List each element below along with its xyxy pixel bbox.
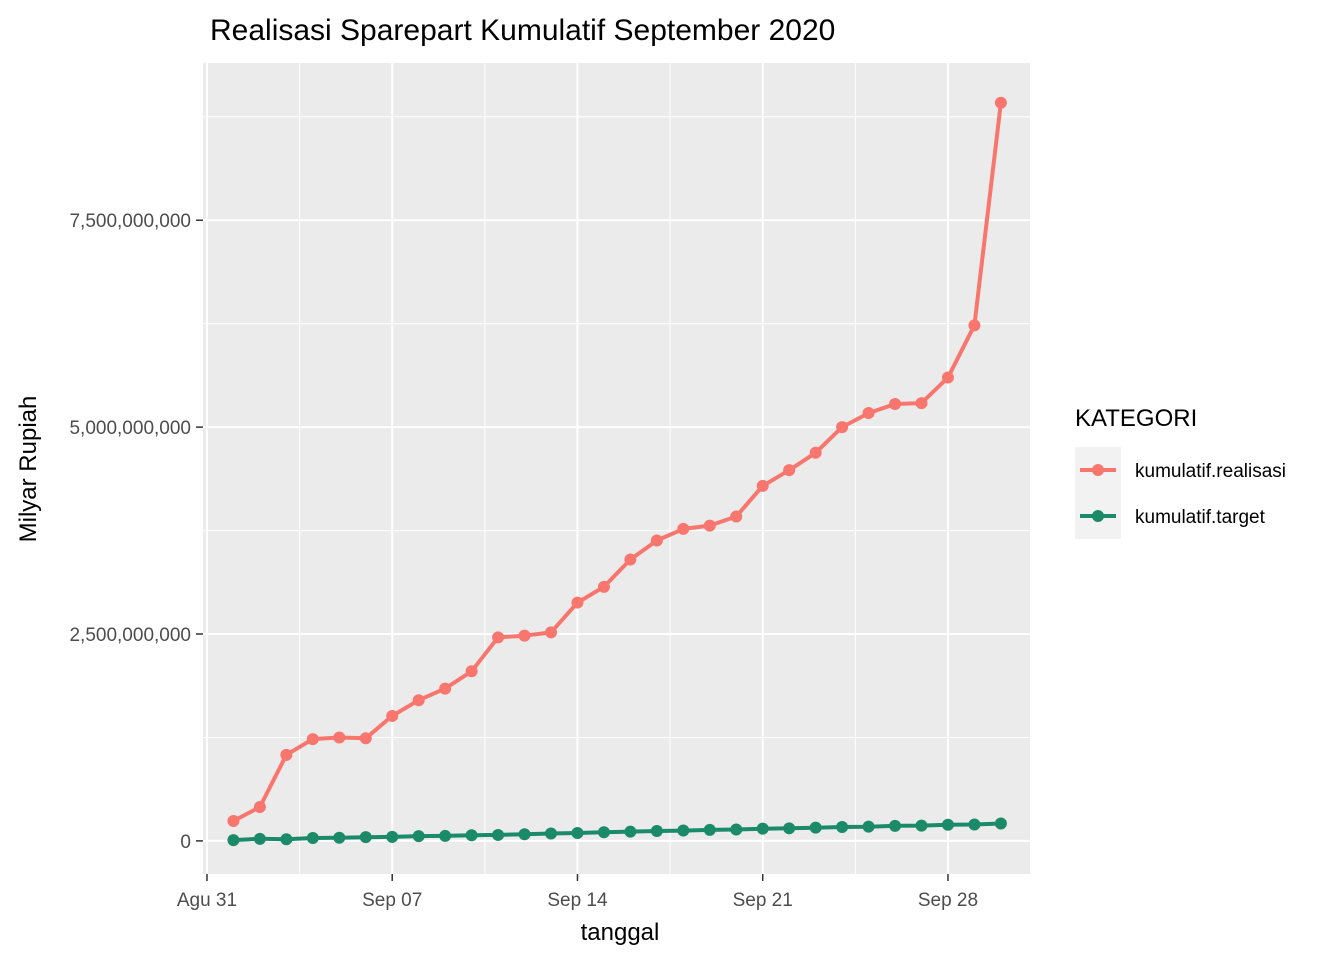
data-point-kumulatif.target (545, 827, 558, 840)
data-point-kumulatif.target (862, 820, 875, 833)
data-point-kumulatif.target (756, 822, 769, 835)
x-axis: Agu 31 Sep 07 Sep 14 Sep 21 Sep 28 (177, 874, 978, 911)
data-point-kumulatif.target (253, 832, 266, 845)
data-point-kumulatif.target (333, 831, 346, 844)
data-point-kumulatif.realisasi (465, 665, 478, 678)
data-point-kumulatif.realisasi (703, 519, 716, 532)
data-point-kumulatif.target (650, 824, 663, 837)
data-point-kumulatif.target (677, 824, 690, 837)
x-tick-label: Sep 28 (918, 890, 978, 911)
data-point-kumulatif.realisasi (915, 397, 928, 410)
data-point-kumulatif.realisasi (624, 553, 637, 566)
y-tick-label: 7,500,000,000 (69, 211, 191, 232)
data-point-kumulatif.realisasi (280, 748, 293, 761)
data-point-kumulatif.realisasi (730, 510, 743, 523)
data-point-kumulatif.target (809, 821, 822, 834)
data-point-kumulatif.realisasi (412, 694, 425, 707)
data-point-kumulatif.realisasi (386, 709, 399, 722)
data-point-kumulatif.realisasi (941, 371, 954, 384)
data-point-kumulatif.target (941, 818, 954, 831)
data-point-kumulatif.realisasi (968, 319, 981, 332)
x-tick-label: Sep 21 (733, 890, 793, 911)
data-point-kumulatif.target (306, 832, 319, 845)
data-point-kumulatif.realisasi (492, 631, 505, 644)
data-point-kumulatif.realisasi (836, 421, 849, 434)
minor-gridlines (203, 63, 1030, 874)
data-point-kumulatif.target (518, 828, 531, 841)
data-point-kumulatif.realisasi (783, 464, 796, 477)
major-gridlines (203, 63, 1030, 874)
data-point-kumulatif.target (836, 820, 849, 833)
legend: KATEGORI kumulatif.realisasi kumulatif.ta… (1075, 405, 1286, 539)
y-axis: 0 2,500,000,000 5,000,000,000 7,500,000,000 (69, 211, 203, 853)
data-point-kumulatif.target (227, 834, 240, 847)
data-point-kumulatif.realisasi (439, 682, 452, 695)
data-point-kumulatif.realisasi (253, 800, 266, 813)
legend-key-point (1092, 510, 1104, 522)
chart-title: Realisasi Sparepart Kumulatif September … (210, 14, 835, 47)
x-axis-title: tanggal (581, 919, 660, 946)
data-point-kumulatif.target (994, 817, 1007, 830)
data-point-kumulatif.realisasi (809, 446, 822, 459)
data-point-kumulatif.target (915, 819, 928, 832)
data-point-kumulatif.realisasi (889, 397, 902, 410)
legend-key-point (1092, 464, 1104, 476)
data-point-kumulatif.realisasi (545, 626, 558, 639)
data-point-kumulatif.target (439, 829, 452, 842)
legend-label: kumulatif.realisasi (1135, 461, 1286, 482)
data-point-kumulatif.target (492, 828, 505, 841)
data-point-kumulatif.realisasi (359, 732, 372, 745)
legend-title: KATEGORI (1075, 405, 1197, 432)
legend-label: kumulatif.target (1135, 507, 1266, 528)
data-point-kumulatif.target (386, 830, 399, 843)
y-tick-label: 5,000,000,000 (69, 418, 191, 439)
plot-panel (203, 63, 1030, 874)
data-point-kumulatif.realisasi (756, 479, 769, 492)
data-point-kumulatif.target (465, 829, 478, 842)
y-tick-label: 0 (180, 832, 191, 853)
data-point-kumulatif.realisasi (333, 731, 346, 744)
data-point-kumulatif.target (783, 822, 796, 835)
data-point-kumulatif.realisasi (677, 522, 690, 535)
data-point-kumulatif.target (968, 818, 981, 831)
data-point-kumulatif.target (624, 825, 637, 838)
data-point-kumulatif.target (703, 823, 716, 836)
y-axis-title: Milyar Rupiah (15, 396, 42, 543)
data-point-kumulatif.target (571, 827, 584, 840)
data-point-kumulatif.target (730, 823, 743, 836)
data-point-kumulatif.realisasi (994, 96, 1007, 109)
x-tick-label: Agu 31 (177, 890, 237, 911)
data-point-kumulatif.target (889, 819, 902, 832)
data-point-kumulatif.realisasi (862, 407, 875, 420)
data-point-kumulatif.realisasi (650, 534, 663, 547)
data-point-kumulatif.realisasi (597, 580, 610, 593)
data-point-kumulatif.realisasi (571, 596, 584, 609)
data-point-kumulatif.target (359, 831, 372, 844)
data-point-kumulatif.target (412, 830, 425, 843)
y-tick-label: 2,500,000,000 (69, 625, 191, 646)
x-tick-label: Sep 14 (547, 890, 608, 911)
data-point-kumulatif.target (280, 833, 293, 846)
data-point-kumulatif.target (597, 826, 610, 839)
data-point-kumulatif.realisasi (306, 733, 319, 746)
series-layer (227, 96, 1007, 847)
x-tick-label: Sep 07 (362, 890, 422, 911)
data-point-kumulatif.realisasi (518, 629, 531, 642)
data-point-kumulatif.realisasi (227, 815, 240, 828)
